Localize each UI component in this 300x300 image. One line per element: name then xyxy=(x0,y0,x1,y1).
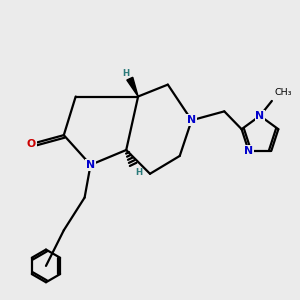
Text: O: O xyxy=(26,139,36,149)
Text: CH₃: CH₃ xyxy=(274,88,292,98)
Text: N: N xyxy=(244,146,253,156)
Text: N: N xyxy=(86,160,95,170)
Text: N: N xyxy=(187,115,196,125)
Text: N: N xyxy=(255,111,265,121)
Text: H: H xyxy=(135,168,142,177)
Text: H: H xyxy=(122,69,130,78)
Polygon shape xyxy=(127,77,138,97)
